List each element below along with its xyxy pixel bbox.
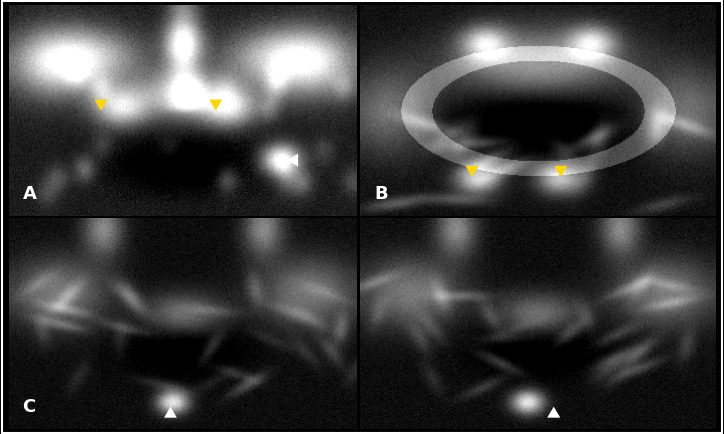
Text: A: A	[22, 185, 36, 203]
Polygon shape	[164, 407, 177, 418]
Polygon shape	[555, 166, 567, 177]
Polygon shape	[287, 154, 298, 167]
Text: B: B	[374, 185, 388, 203]
Polygon shape	[466, 166, 479, 177]
Text: C: C	[22, 398, 36, 416]
Polygon shape	[547, 407, 560, 418]
Polygon shape	[94, 99, 107, 111]
Polygon shape	[209, 99, 222, 111]
